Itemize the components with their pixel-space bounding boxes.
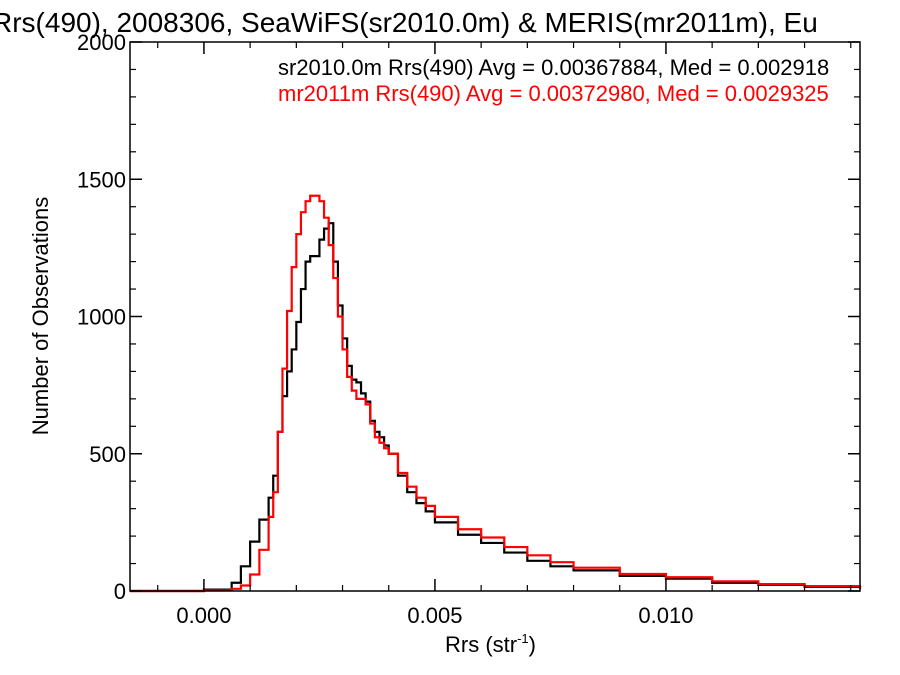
x-axis-label-close: )	[529, 632, 536, 657]
y-tick-label: 2000	[77, 30, 126, 55]
x-tick-label: 0.000	[176, 603, 231, 628]
x-axis-label-superscript: -1	[517, 631, 529, 646]
x-axis: 0.000 0.005 0.010	[157, 42, 852, 628]
y-axis: 0 500 1000 1500 2000	[77, 30, 860, 604]
legend-entry-sr2010: sr2010.0m Rrs(490) Avg = 0.00367884, Med…	[278, 55, 829, 80]
series-line-2	[130, 194, 862, 593]
legend: sr2010.0m Rrs(490) Avg = 0.00367884, Med…	[278, 55, 829, 106]
y-tick-label: 1000	[77, 305, 126, 330]
y-axis-label: Number of Observations	[28, 197, 53, 435]
x-tick-label: 0.005	[407, 603, 462, 628]
chart-title: Rrs(490), 2008306, SeaWiFS(sr2010.0m) & …	[0, 7, 818, 38]
legend-entry-mr2011: mr2011m Rrs(490) Avg = 0.00372980, Med =…	[278, 81, 829, 106]
y-tick-label: 500	[89, 442, 126, 467]
x-axis-label: Rrs (str-1)	[445, 631, 536, 657]
plot-area	[130, 194, 862, 593]
x-tick-label: 0.010	[638, 603, 693, 628]
y-tick-label: 0	[114, 579, 126, 604]
y-tick-label: 1500	[77, 167, 126, 192]
x-axis-label-text: Rrs (str	[445, 632, 517, 657]
